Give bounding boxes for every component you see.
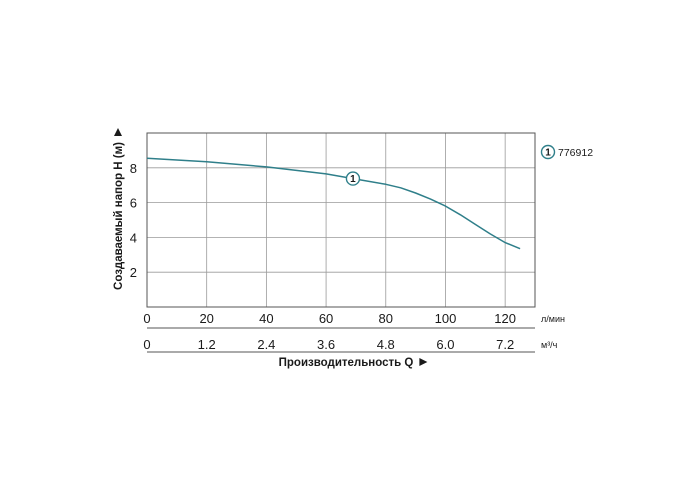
y-tick-label-1: 4 <box>130 230 137 245</box>
x-tick-label-secondary-4: 4.8 <box>377 337 395 352</box>
y-tick-label-3: 8 <box>130 161 137 176</box>
legend-marker-0 <box>540 144 556 160</box>
plot-frame <box>146 132 536 308</box>
legend: 1 776912 <box>540 144 593 160</box>
x-tick-labels-primary: 0 20 40 60 80 100 120 <box>143 311 516 326</box>
x-axis-arrow-icon <box>419 358 428 366</box>
x-tick-label-secondary-0: 0 <box>143 337 150 352</box>
series-line-0 <box>146 157 521 250</box>
y-axis-arrow-icon <box>114 128 122 137</box>
y-tick-label-2: 6 <box>130 196 137 211</box>
x-tick-label-2: 40 <box>259 311 273 326</box>
y-tick-label-0: 2 <box>130 265 137 280</box>
x-tick-label-0: 0 <box>143 311 150 326</box>
y-tick-labels: 2 4 6 8 <box>130 161 137 280</box>
x-tick-label-secondary-6: 7.2 <box>496 337 514 352</box>
plot-grid <box>147 133 535 307</box>
series-marker-0 <box>345 171 361 186</box>
legend-marker-label-0: 1 <box>545 148 551 159</box>
x-tick-label-6: 120 <box>494 311 516 326</box>
x-axis-title-group: Производительность Q <box>279 357 428 369</box>
x-tick-label-secondary-2: 2.4 <box>257 337 275 352</box>
series-marker-label-0: 1 <box>350 174 356 185</box>
y-axis-title-group: Создаваемый напор Н (м) <box>113 128 125 290</box>
x-tick-label-secondary-3: 3.6 <box>317 337 335 352</box>
legend-entry-0: 776912 <box>558 147 593 159</box>
x-axis-title: Производительность Q <box>279 357 414 369</box>
x-unit-primary: л/мин <box>541 314 565 324</box>
series-group: 1 <box>146 157 521 250</box>
x-unit-secondary: м³/ч <box>541 340 558 350</box>
x-tick-label-4: 80 <box>379 311 393 326</box>
x-tick-label-1: 20 <box>199 311 213 326</box>
x-tick-label-secondary-5: 6.0 <box>436 337 454 352</box>
x-tick-labels-secondary: 0 1.2 2.4 3.6 4.8 6.0 7.2 <box>143 337 514 352</box>
y-axis-title: Создаваемый напор Н (м) <box>113 142 125 290</box>
x-tick-label-secondary-1: 1.2 <box>198 337 216 352</box>
x-tick-label-3: 60 <box>319 311 333 326</box>
x-tick-label-5: 100 <box>435 311 457 326</box>
